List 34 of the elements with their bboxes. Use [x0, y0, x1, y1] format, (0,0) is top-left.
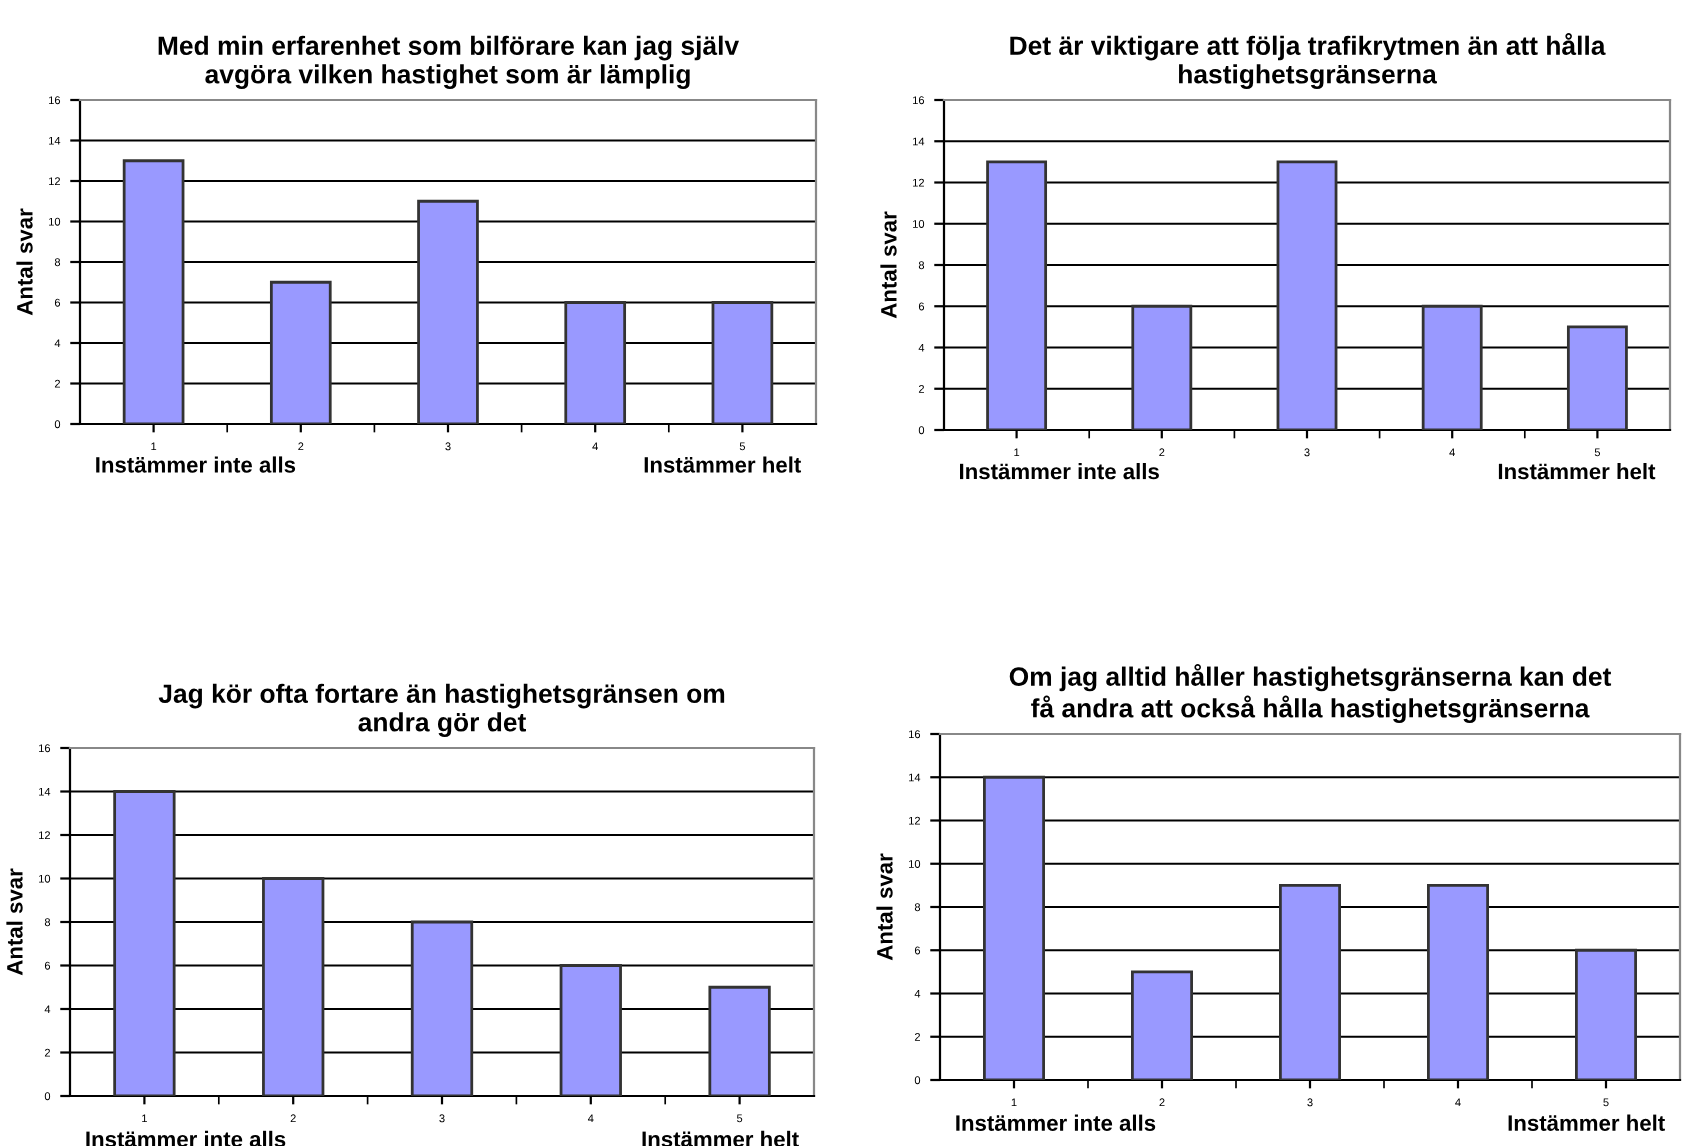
- chart-title: Jag kör ofta fortare än hastighetsgränsen om andra gör det: [158, 683, 725, 737]
- bar: [564, 301, 627, 424]
- chart-title: Det är viktigare att följa trafikrytmen än att hålla hastighetsgränserna: [1010, 33, 1606, 89]
- bar: [113, 790, 176, 1096]
- bar: [1131, 304, 1193, 430]
- chart-title: Om jag alltid håller hastighetsgränserna kan det få andra att också hålla hastighetsgränserna: [1009, 663, 1612, 723]
- y-axis-title: Antal svar: [880, 211, 897, 319]
- bar: [262, 877, 325, 1096]
- bar: [1421, 304, 1483, 430]
- bar: [708, 985, 771, 1096]
- y-axis-title: Antal svar: [16, 208, 33, 316]
- bar: [1279, 883, 1341, 1080]
- bar: [410, 920, 474, 1096]
- y-axis-title: Antal svar: [6, 868, 23, 976]
- bar: [983, 775, 1045, 1080]
- text: Instämmer helt: [644, 456, 802, 473]
- text: Instämmer inte alls: [960, 463, 1159, 480]
- bar: [1131, 970, 1193, 1080]
- bar: [1566, 325, 1628, 430]
- text: Instämmer inte alls: [96, 456, 296, 473]
- bar: [269, 280, 332, 424]
- bar: [122, 159, 185, 424]
- bar: [417, 199, 479, 424]
- text: Instämmer helt: [1508, 1114, 1665, 1131]
- y-axis-title: Antal svar: [876, 853, 893, 961]
- bar: [559, 964, 622, 1096]
- bar: [711, 301, 774, 424]
- bar: [1276, 160, 1338, 430]
- bar: [1427, 883, 1489, 1080]
- bar: [1575, 948, 1637, 1080]
- chart-title: Med min erfarenhet som bilförare kan jag själv avgöra vilken hastighet som är lämplig: [158, 35, 739, 89]
- bar: [986, 160, 1048, 430]
- text: Instämmer helt: [1498, 463, 1656, 480]
- text: Instämmer inte alls: [956, 1114, 1156, 1131]
